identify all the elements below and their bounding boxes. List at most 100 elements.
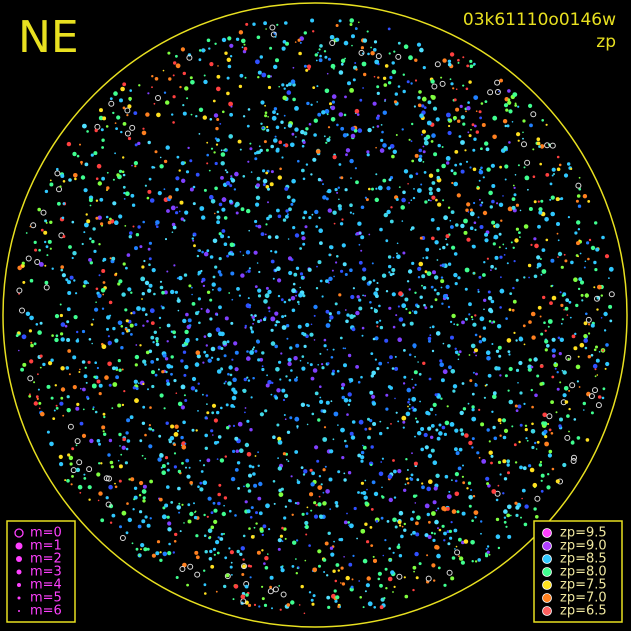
star: [469, 208, 473, 212]
star: [494, 267, 497, 270]
star: [188, 324, 192, 327]
star: [375, 287, 379, 292]
star: [206, 38, 211, 43]
star: [556, 387, 560, 391]
star: [381, 130, 384, 134]
star: [319, 352, 322, 355]
star: [140, 548, 142, 551]
star: [209, 194, 214, 200]
star: [343, 398, 349, 403]
star: [69, 275, 74, 280]
star: [247, 297, 250, 300]
star: [305, 512, 309, 515]
star: [134, 354, 140, 360]
star: [329, 40, 336, 46]
star: [283, 516, 287, 520]
star: [382, 143, 387, 148]
star: [362, 445, 367, 450]
star: [453, 272, 458, 278]
star: [138, 382, 140, 385]
star: [323, 135, 326, 138]
star: [66, 395, 70, 399]
star: [164, 503, 169, 508]
star: [130, 477, 135, 482]
star: [518, 231, 521, 235]
star: [359, 232, 362, 235]
star: [260, 232, 265, 237]
star: [375, 146, 377, 149]
star: [447, 344, 451, 348]
star: [294, 127, 299, 132]
star: [364, 196, 367, 199]
star: [269, 575, 274, 580]
star: [509, 292, 513, 295]
star: [265, 383, 270, 388]
star: [334, 599, 338, 603]
star: [568, 300, 572, 304]
star: [421, 284, 423, 287]
star: [175, 63, 181, 69]
star: [151, 553, 156, 558]
star: [407, 269, 413, 274]
star: [388, 52, 391, 55]
star: [462, 122, 466, 126]
star: [377, 577, 381, 581]
star: [290, 142, 295, 148]
star: [559, 417, 563, 422]
star: [453, 323, 456, 326]
star: [125, 319, 129, 323]
star: [55, 334, 59, 338]
star: [179, 530, 182, 533]
star: [311, 412, 315, 416]
star: [102, 257, 107, 262]
star: [396, 254, 401, 259]
star: [345, 148, 351, 153]
star: [159, 558, 163, 562]
star: [499, 434, 502, 437]
star: [473, 124, 477, 128]
star: [485, 147, 490, 152]
star: [303, 31, 307, 35]
star: [178, 210, 181, 213]
star: [220, 347, 224, 350]
star: [561, 318, 564, 321]
star: [213, 508, 218, 513]
star: [506, 124, 510, 128]
star: [374, 59, 380, 65]
star: [212, 275, 216, 279]
star: [423, 136, 428, 141]
star: [216, 118, 220, 121]
star: [402, 251, 406, 255]
star: [195, 555, 200, 560]
star: [232, 424, 236, 427]
star: [73, 173, 78, 178]
star: [594, 221, 598, 225]
star: [536, 374, 540, 378]
star: [486, 167, 491, 172]
star: [105, 215, 109, 219]
star: [348, 378, 351, 381]
star: [469, 59, 473, 64]
star-field: [15, 18, 615, 615]
star: [456, 193, 461, 198]
star: [317, 549, 322, 554]
star: [142, 499, 146, 503]
star: [405, 411, 411, 417]
star: [222, 340, 227, 346]
star: [577, 228, 581, 231]
star: [392, 591, 394, 593]
star: [527, 263, 532, 268]
star: [62, 235, 66, 238]
star: [216, 369, 222, 374]
star: [478, 340, 483, 344]
star: [166, 270, 169, 273]
star: [318, 48, 321, 51]
star: [321, 295, 324, 298]
star: [577, 255, 579, 258]
star: [476, 185, 479, 188]
star: [521, 488, 526, 493]
star: [328, 319, 332, 322]
star: [185, 170, 190, 174]
star: [480, 422, 485, 427]
star: [527, 364, 532, 370]
